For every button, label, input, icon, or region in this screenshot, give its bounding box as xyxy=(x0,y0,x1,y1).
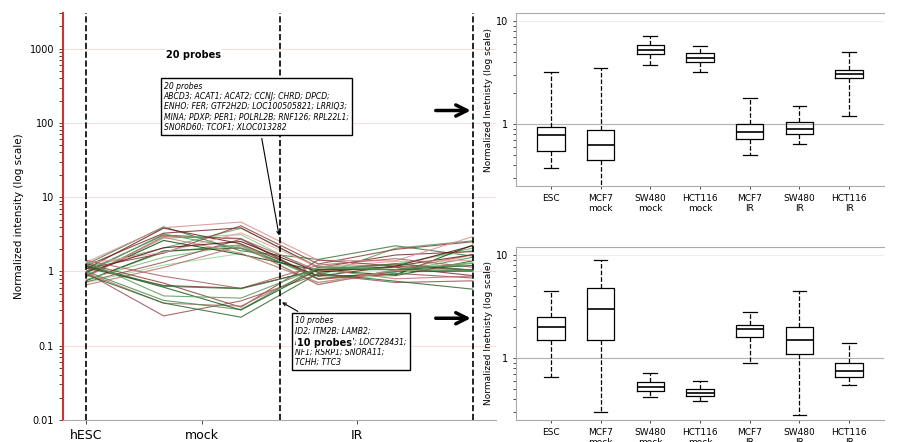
Y-axis label: Normalized intensity (log scale): Normalized intensity (log scale) xyxy=(14,134,24,299)
Text: 20 probes
ABCD3; ACAT1; ACAT2; CCNJ; CHRD; DPCD;
ENHO; FER; GTF2H2D; LOC10050582: 20 probes ABCD3; ACAT1; ACAT2; CCNJ; CHR… xyxy=(163,81,349,234)
Text: 20 probes: 20 probes xyxy=(166,50,221,60)
Y-axis label: Normalized Inetnisty (log scale): Normalized Inetnisty (log scale) xyxy=(484,28,493,172)
Y-axis label: Normalized Inetnisty (log scale): Normalized Inetnisty (log scale) xyxy=(484,261,493,405)
Text: 10 probes
ID2; ITM2B; LAMB2;
LOC100507547; LOC728431;
NF1; RSRP1; SNORA11;
TCHH;: 10 probes ID2; ITM2B; LAMB2; LOC10050754… xyxy=(283,303,407,367)
Text: 10 probes: 10 probes xyxy=(298,338,353,348)
